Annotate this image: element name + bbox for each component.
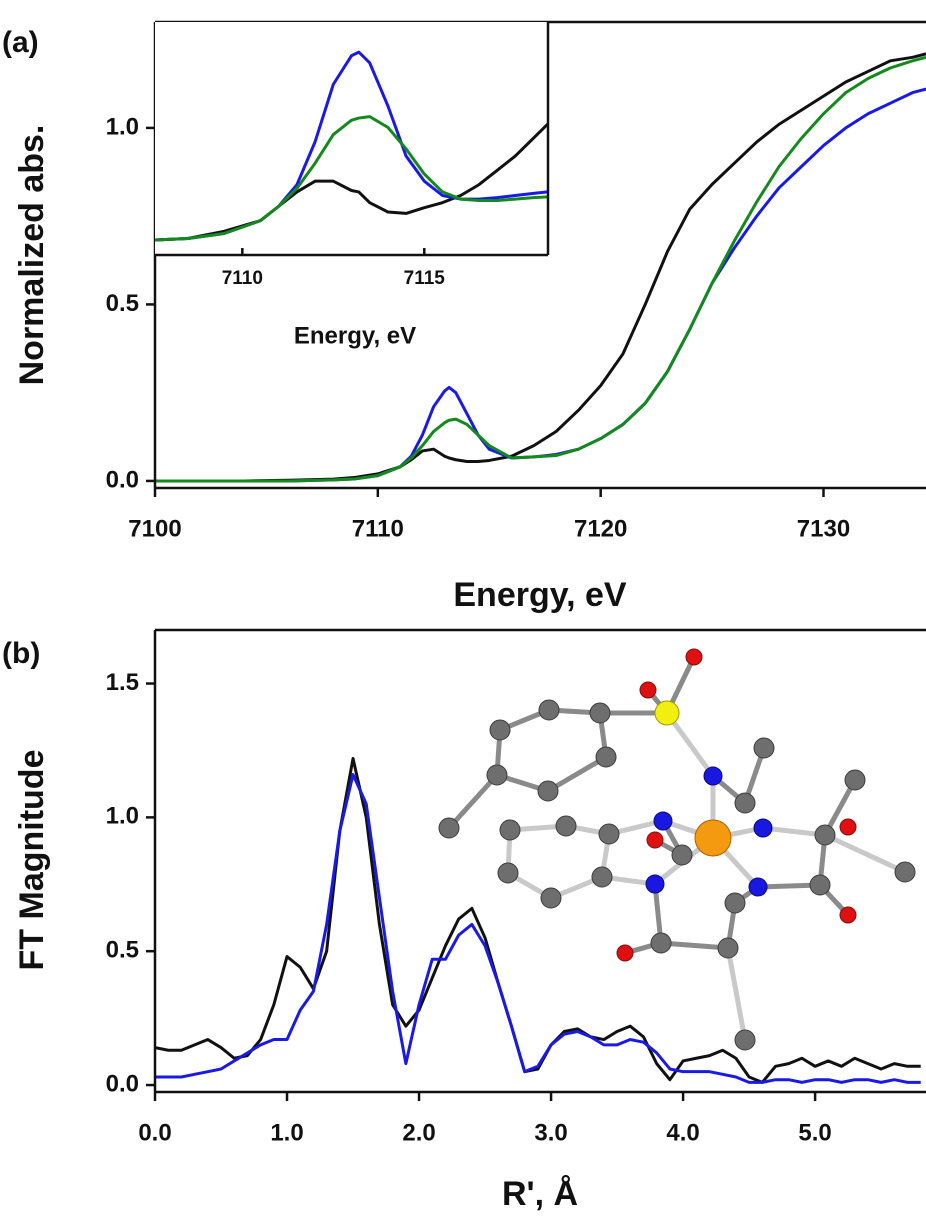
y-tick-label: 1.0 xyxy=(106,113,139,140)
y-tick-label: 0.5 xyxy=(106,937,139,964)
data-line xyxy=(155,758,921,1082)
y-tick-label: 1.0 xyxy=(106,803,139,830)
x-tick-label: 2.0 xyxy=(402,1119,435,1146)
y-tick-label: 1.5 xyxy=(106,669,139,696)
x-axis-title: Energy, eV xyxy=(453,576,627,614)
x-tick-label: 5.0 xyxy=(798,1119,831,1146)
y-tick-label: 0.0 xyxy=(106,466,139,493)
panel-label: (b) xyxy=(2,637,40,670)
x-tick-label: 4.0 xyxy=(666,1119,699,1146)
panel-label: (a) xyxy=(2,26,39,59)
x-tick-label: 1.0 xyxy=(270,1119,303,1146)
x-tick-label: 7110 xyxy=(222,268,263,289)
x-tick-label: 7100 xyxy=(128,515,181,542)
x-tick-label: 7115 xyxy=(404,268,446,289)
data-line xyxy=(155,775,921,1083)
y-axis-title: FT Magnitude xyxy=(13,750,51,971)
inset-x-axis-title: Energy, eV xyxy=(294,322,416,349)
x-tick-label: 7110 xyxy=(352,515,404,542)
panel-b: 0.0 1.0 2.0 3.0 4.0 5.0 0.0 0.5 1.0 1.5 xyxy=(106,630,926,1146)
y-tick-label: 0.5 xyxy=(106,290,139,317)
series-group xyxy=(155,758,921,1082)
y-axis-title: Normalized abs. xyxy=(13,125,51,386)
molecule xyxy=(439,649,915,1050)
x-tick-label: 0.0 xyxy=(138,1119,171,1146)
x-tick-label: 7130 xyxy=(797,515,850,542)
inset: 7110 7115 xyxy=(155,22,548,289)
x-tick-label: 3.0 xyxy=(534,1119,567,1146)
y-tick-label: 0.0 xyxy=(106,1070,139,1097)
figure: 7100 7110 7120 7130 0.0 0.5 1.0 7110 7115 0.0 1.… xyxy=(0,0,926,1220)
x-axis-title: R', Å xyxy=(502,1175,578,1213)
x-tick-label: 7120 xyxy=(574,515,627,542)
